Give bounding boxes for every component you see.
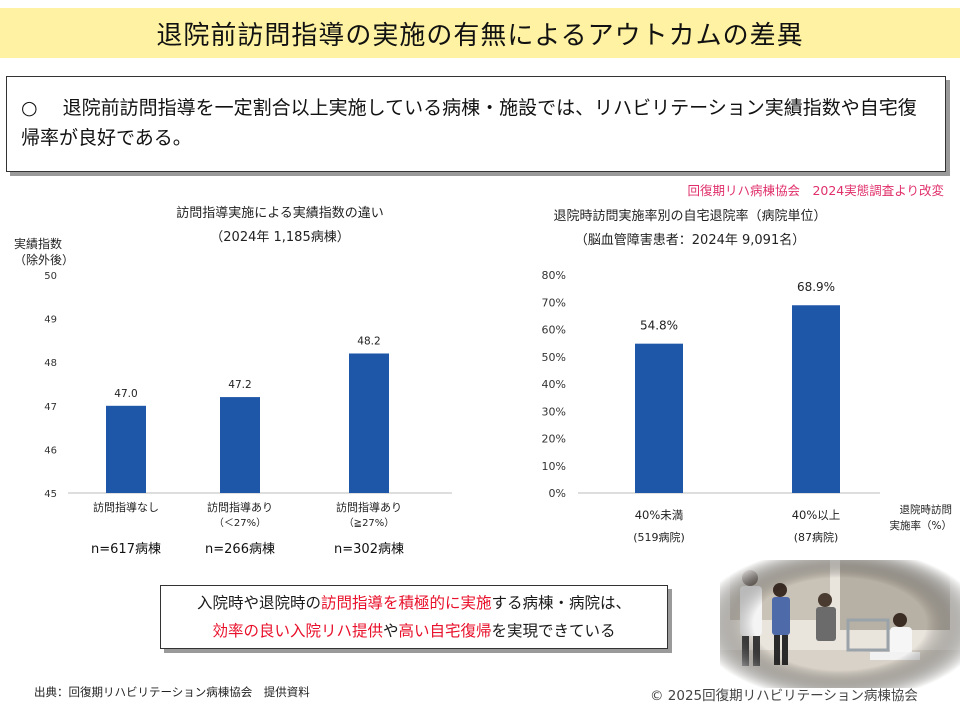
callout-text: や [382,622,399,640]
right-chart-data-label: 54.8% [640,319,678,333]
right-chart-y-tick-label: 40% [542,378,566,391]
right-chart-y-tick-label: 10% [542,460,566,473]
left-chart-category-sublabel: （＜27%） [214,517,266,529]
right-chart-y-tick-label: 50% [542,351,566,364]
right-chart-y-tick-label: 30% [542,405,566,418]
copyright: © 2025回復期リハビリテーション病棟協会 [650,688,918,704]
right-chart-y-tick-label: 70% [542,296,566,309]
callout-text: を実現できている [491,622,616,640]
right-chart-bar [635,343,683,493]
left-chart-category-label: 訪問指導あり [336,500,402,514]
left-chart-subtitle: （2024年 1,185病棟） [210,230,350,245]
left-chart-category-sublabel: （≧27%） [344,517,395,529]
left-chart-y-tick-label: 46 [44,445,57,456]
rehabilitation-photo [720,560,960,688]
right-chart-data-label: 68.9% [797,280,835,294]
right-chart-subtitle: （脳血管障害患者：2024年 9,091名） [574,233,806,248]
left-chart-bar [106,405,146,493]
source-note: 回復期リハ病棟協会 2024実態調査より改変 [687,183,944,198]
right-chart-category-sublabel: (87病院) [794,530,839,544]
left-chart-n-label-2: n=266病棟 [205,542,275,557]
left-chart-y-tick-label: 47 [44,402,57,413]
summary-box: ○ 退院前訪問指導を一定割合以上実施している病棟・施設では、リハビリテーション実… [6,76,946,172]
left-chart-ylabel-line1: 実績指数 [14,237,63,251]
left-chart-title: 訪問指導実施による実績指数の違い [176,206,384,221]
left-chart-ylabel-line2: （除外後） [14,253,75,267]
summary-text: ○ 退院前訪問指導を一定割合以上実施している病棟・施設では、リハビリテーション実… [21,93,933,153]
right-chart-category-sublabel: (519病院) [633,530,685,544]
callout-highlight: 効率の良い入院リハ提供 [212,622,383,640]
callout-line2: 効率の良い入院リハ提供や高い自宅復帰を実現できている [212,617,615,645]
right-chart-category-label: 40%未満 [635,508,684,522]
left-chart-bar [220,397,260,493]
summary-bullet: ○ [21,97,38,119]
right-chart-y-tick-label: 60% [542,324,566,337]
callout-highlight: 高い自宅復帰 [398,622,492,640]
right-chart-title-block: 退院時訪問実施率別の自宅退院率（病院単位） （脳血管障害患者：2024年 9,0… [510,205,870,253]
left-chart-data-label: 47.2 [228,379,251,391]
right-chart-x-axis-label: 実施率（%） [890,519,952,532]
callout-highlight: 訪問指導を積極的に実施 [320,594,492,612]
right-chart-x-axis-label: 退院時訪問 [900,503,953,516]
right-chart-y-tick-label: 0% [549,487,566,500]
callout-text: 入院時や退院時の [196,594,321,612]
right-chart-y-tick-label: 80% [542,269,566,282]
callout-line1: 入院時や退院時の訪問指導を積極的に実施する病棟・病院は、 [197,589,631,617]
conclusion-callout: 入院時や退院時の訪問指導を積極的に実施する病棟・病院は、 効率の良い入院リハ提供… [160,585,668,649]
left-chart-bar [349,353,389,493]
left-chart: 50 49 48 47 46 45 47.0 訪問指導なし 47.2 訪問指導あり （＜27%） 48… [44,271,452,529]
left-chart-category-label: 訪問指導あり [207,500,273,514]
left-chart-y-tick-label: 50 [44,271,57,282]
right-chart-category-label: 40%以上 [792,508,841,522]
left-chart-data-label: 47.0 [114,388,137,400]
callout-text: する病棟・病院は、 [491,594,632,612]
right-chart-y-tick-label: 20% [542,433,566,446]
left-chart-category-label: 訪問指導なし [93,500,159,514]
right-chart: 80% 70% 60% 50% 40% 30% 20% 10% 0% 54.8% 40%未満 (519… [542,269,953,544]
left-chart-data-label: 48.2 [357,335,380,347]
left-chart-y-tick-label: 48 [44,358,57,369]
page-title: 退院前訪問指導の実施の有無によるアウトカムの差異 [156,20,804,51]
left-chart-n-label-3: n=302病棟 [334,542,404,557]
left-chart-title-block: 訪問指導実施による実績指数の違い （2024年 1,185病棟） [100,202,460,250]
summary-body: 退院前訪問指導を一定割合以上実施している病棟・施設では、リハビリテーション実績指… [21,97,917,149]
citation: 出典：回復期リハビリテーション病棟協会 提供資料 [34,685,310,699]
left-chart-n-label-1: n=617病棟 [91,542,161,557]
title-bar: 退院前訪問指導の実施の有無によるアウトカムの差異 [0,8,960,58]
right-chart-title: 退院時訪問実施率別の自宅退院率（病院単位） [553,209,827,224]
left-chart-y-tick-label: 49 [44,315,57,326]
left-chart-y-tick-label: 45 [44,489,57,500]
left-chart-ylabel: 実績指数 （除外後） [14,236,74,268]
right-chart-bar [792,305,840,493]
